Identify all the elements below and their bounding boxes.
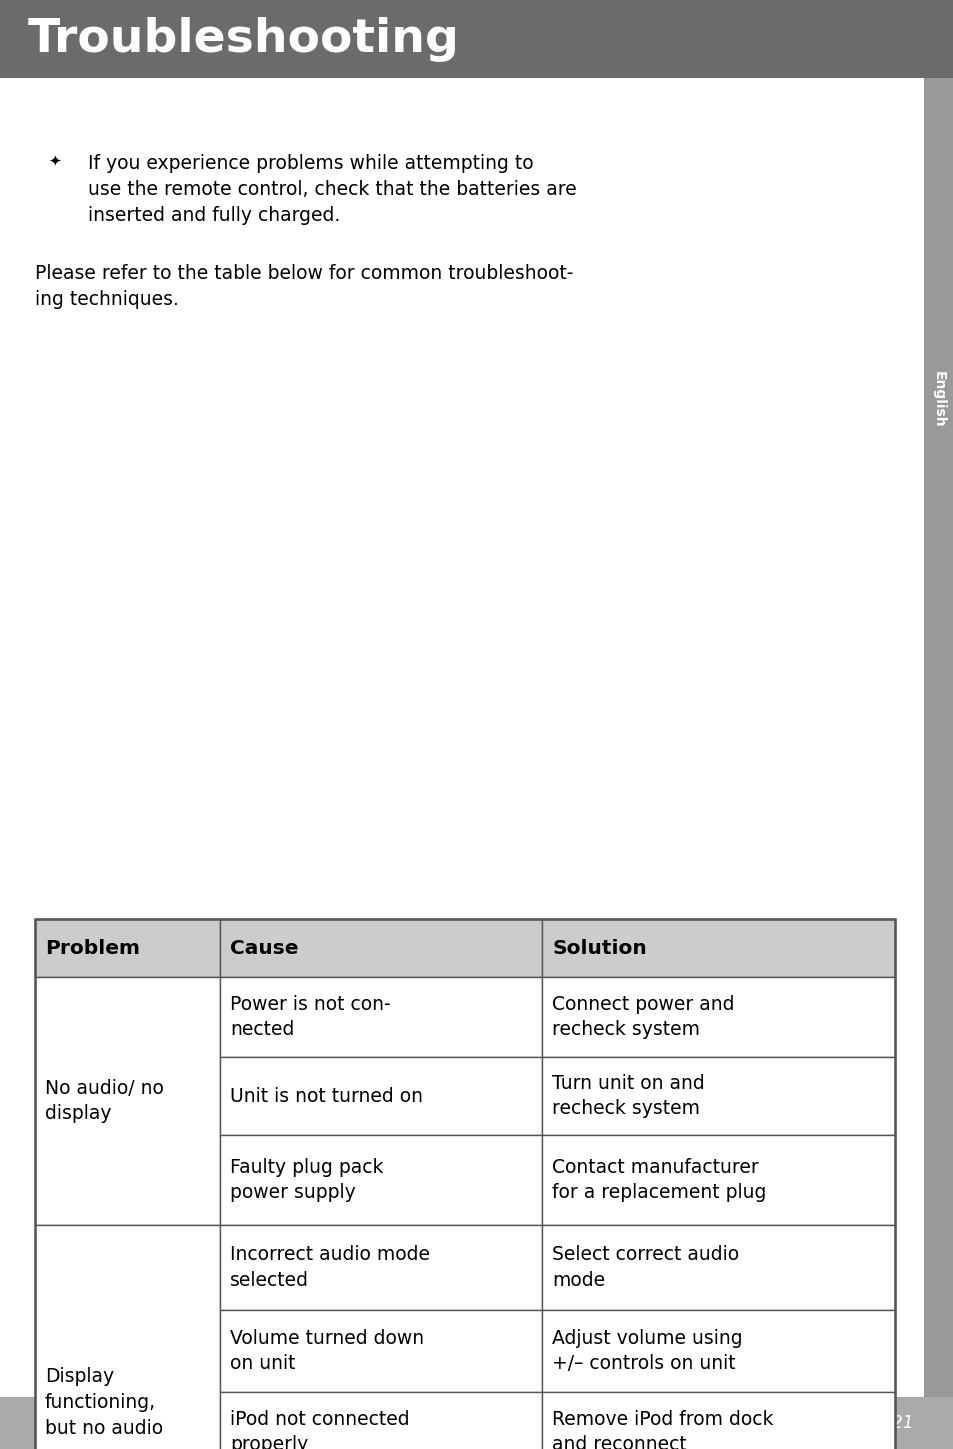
Bar xyxy=(542,1392,894,1449)
Bar xyxy=(0,1397,953,1449)
Text: Problem: Problem xyxy=(45,939,140,958)
Text: No audio/ no
display: No audio/ no display xyxy=(45,1078,164,1123)
Bar xyxy=(923,78,953,1397)
Text: use the remote control, check that the batteries are: use the remote control, check that the b… xyxy=(88,180,577,199)
Bar xyxy=(542,977,894,1056)
Bar xyxy=(220,1135,542,1224)
Text: Incorrect audio mode
selected: Incorrect audio mode selected xyxy=(230,1245,430,1290)
Bar xyxy=(35,977,220,1224)
Text: Volume turned down
on unit: Volume turned down on unit xyxy=(230,1329,423,1374)
Text: Power is not con-
nected: Power is not con- nected xyxy=(230,994,390,1039)
Text: Faulty plug pack
power supply: Faulty plug pack power supply xyxy=(230,1158,383,1203)
Bar xyxy=(220,919,542,977)
Text: Unit is not turned on: Unit is not turned on xyxy=(230,1087,422,1106)
Text: Page 21: Page 21 xyxy=(845,1414,913,1432)
Text: www.cobyusa.com: www.cobyusa.com xyxy=(38,1414,193,1432)
Text: Adjust volume using
+/– controls on unit: Adjust volume using +/– controls on unit xyxy=(552,1329,742,1374)
Bar xyxy=(220,1392,542,1449)
Text: Please refer to the table below for common troubleshoot-: Please refer to the table below for comm… xyxy=(35,264,573,283)
Text: Select correct audio
mode: Select correct audio mode xyxy=(552,1245,739,1290)
Text: inserted and fully charged.: inserted and fully charged. xyxy=(88,206,340,225)
Bar xyxy=(220,1310,542,1392)
Bar xyxy=(542,1224,894,1310)
Bar xyxy=(542,1135,894,1224)
Text: English: English xyxy=(931,371,945,427)
Bar xyxy=(542,1056,894,1135)
Bar xyxy=(542,919,894,977)
Text: If you experience problems while attempting to: If you experience problems while attempt… xyxy=(88,154,533,172)
Bar xyxy=(35,1224,220,1449)
Text: ing techniques.: ing techniques. xyxy=(35,290,179,309)
Text: Connect power and
recheck system: Connect power and recheck system xyxy=(552,994,734,1039)
Text: ✦: ✦ xyxy=(48,154,61,170)
Bar xyxy=(220,1224,542,1310)
Text: Troubleshooting: Troubleshooting xyxy=(28,16,459,61)
Text: Contact manufacturer
for a replacement plug: Contact manufacturer for a replacement p… xyxy=(552,1158,766,1203)
Bar xyxy=(542,1310,894,1392)
Bar xyxy=(35,919,894,1449)
Text: Remove iPod from dock
and reconnect: Remove iPod from dock and reconnect xyxy=(552,1410,773,1449)
Text: Display
functioning,
but no audio: Display functioning, but no audio xyxy=(45,1368,163,1437)
Text: iPod not connected
properly: iPod not connected properly xyxy=(230,1410,409,1449)
Bar xyxy=(220,977,542,1056)
Bar xyxy=(0,0,953,78)
Bar xyxy=(220,1056,542,1135)
Text: Cause: Cause xyxy=(230,939,298,958)
Bar xyxy=(35,919,220,977)
Text: Solution: Solution xyxy=(552,939,646,958)
Text: Turn unit on and
recheck system: Turn unit on and recheck system xyxy=(552,1074,704,1119)
